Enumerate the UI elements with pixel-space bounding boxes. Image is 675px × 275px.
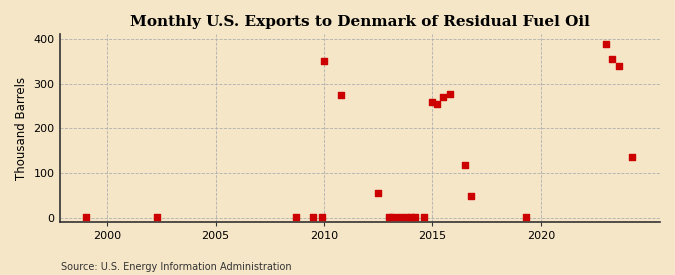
- Text: Source: U.S. Energy Information Administration: Source: U.S. Energy Information Administ…: [61, 262, 292, 272]
- Point: [80, 215, 91, 219]
- Point: [383, 215, 394, 219]
- Point: [336, 93, 347, 97]
- Point: [373, 191, 383, 196]
- Point: [466, 194, 477, 198]
- Point: [607, 57, 618, 61]
- Title: Monthly U.S. Exports to Denmark of Residual Fuel Oil: Monthly U.S. Exports to Denmark of Resid…: [130, 15, 590, 29]
- Point: [405, 215, 416, 219]
- Point: [388, 215, 399, 219]
- Point: [438, 95, 449, 99]
- Point: [600, 42, 611, 46]
- Point: [418, 215, 429, 219]
- Point: [431, 102, 442, 106]
- Point: [152, 215, 163, 219]
- Point: [626, 155, 637, 159]
- Point: [427, 99, 438, 104]
- Point: [317, 215, 327, 219]
- Point: [444, 91, 455, 96]
- Point: [319, 59, 329, 64]
- Point: [394, 215, 405, 219]
- Point: [308, 215, 319, 219]
- Point: [290, 215, 301, 219]
- Point: [401, 215, 412, 219]
- Point: [460, 163, 470, 167]
- Point: [520, 215, 531, 219]
- Point: [614, 64, 624, 68]
- Point: [410, 215, 421, 219]
- Y-axis label: Thousand Barrels: Thousand Barrels: [15, 76, 28, 180]
